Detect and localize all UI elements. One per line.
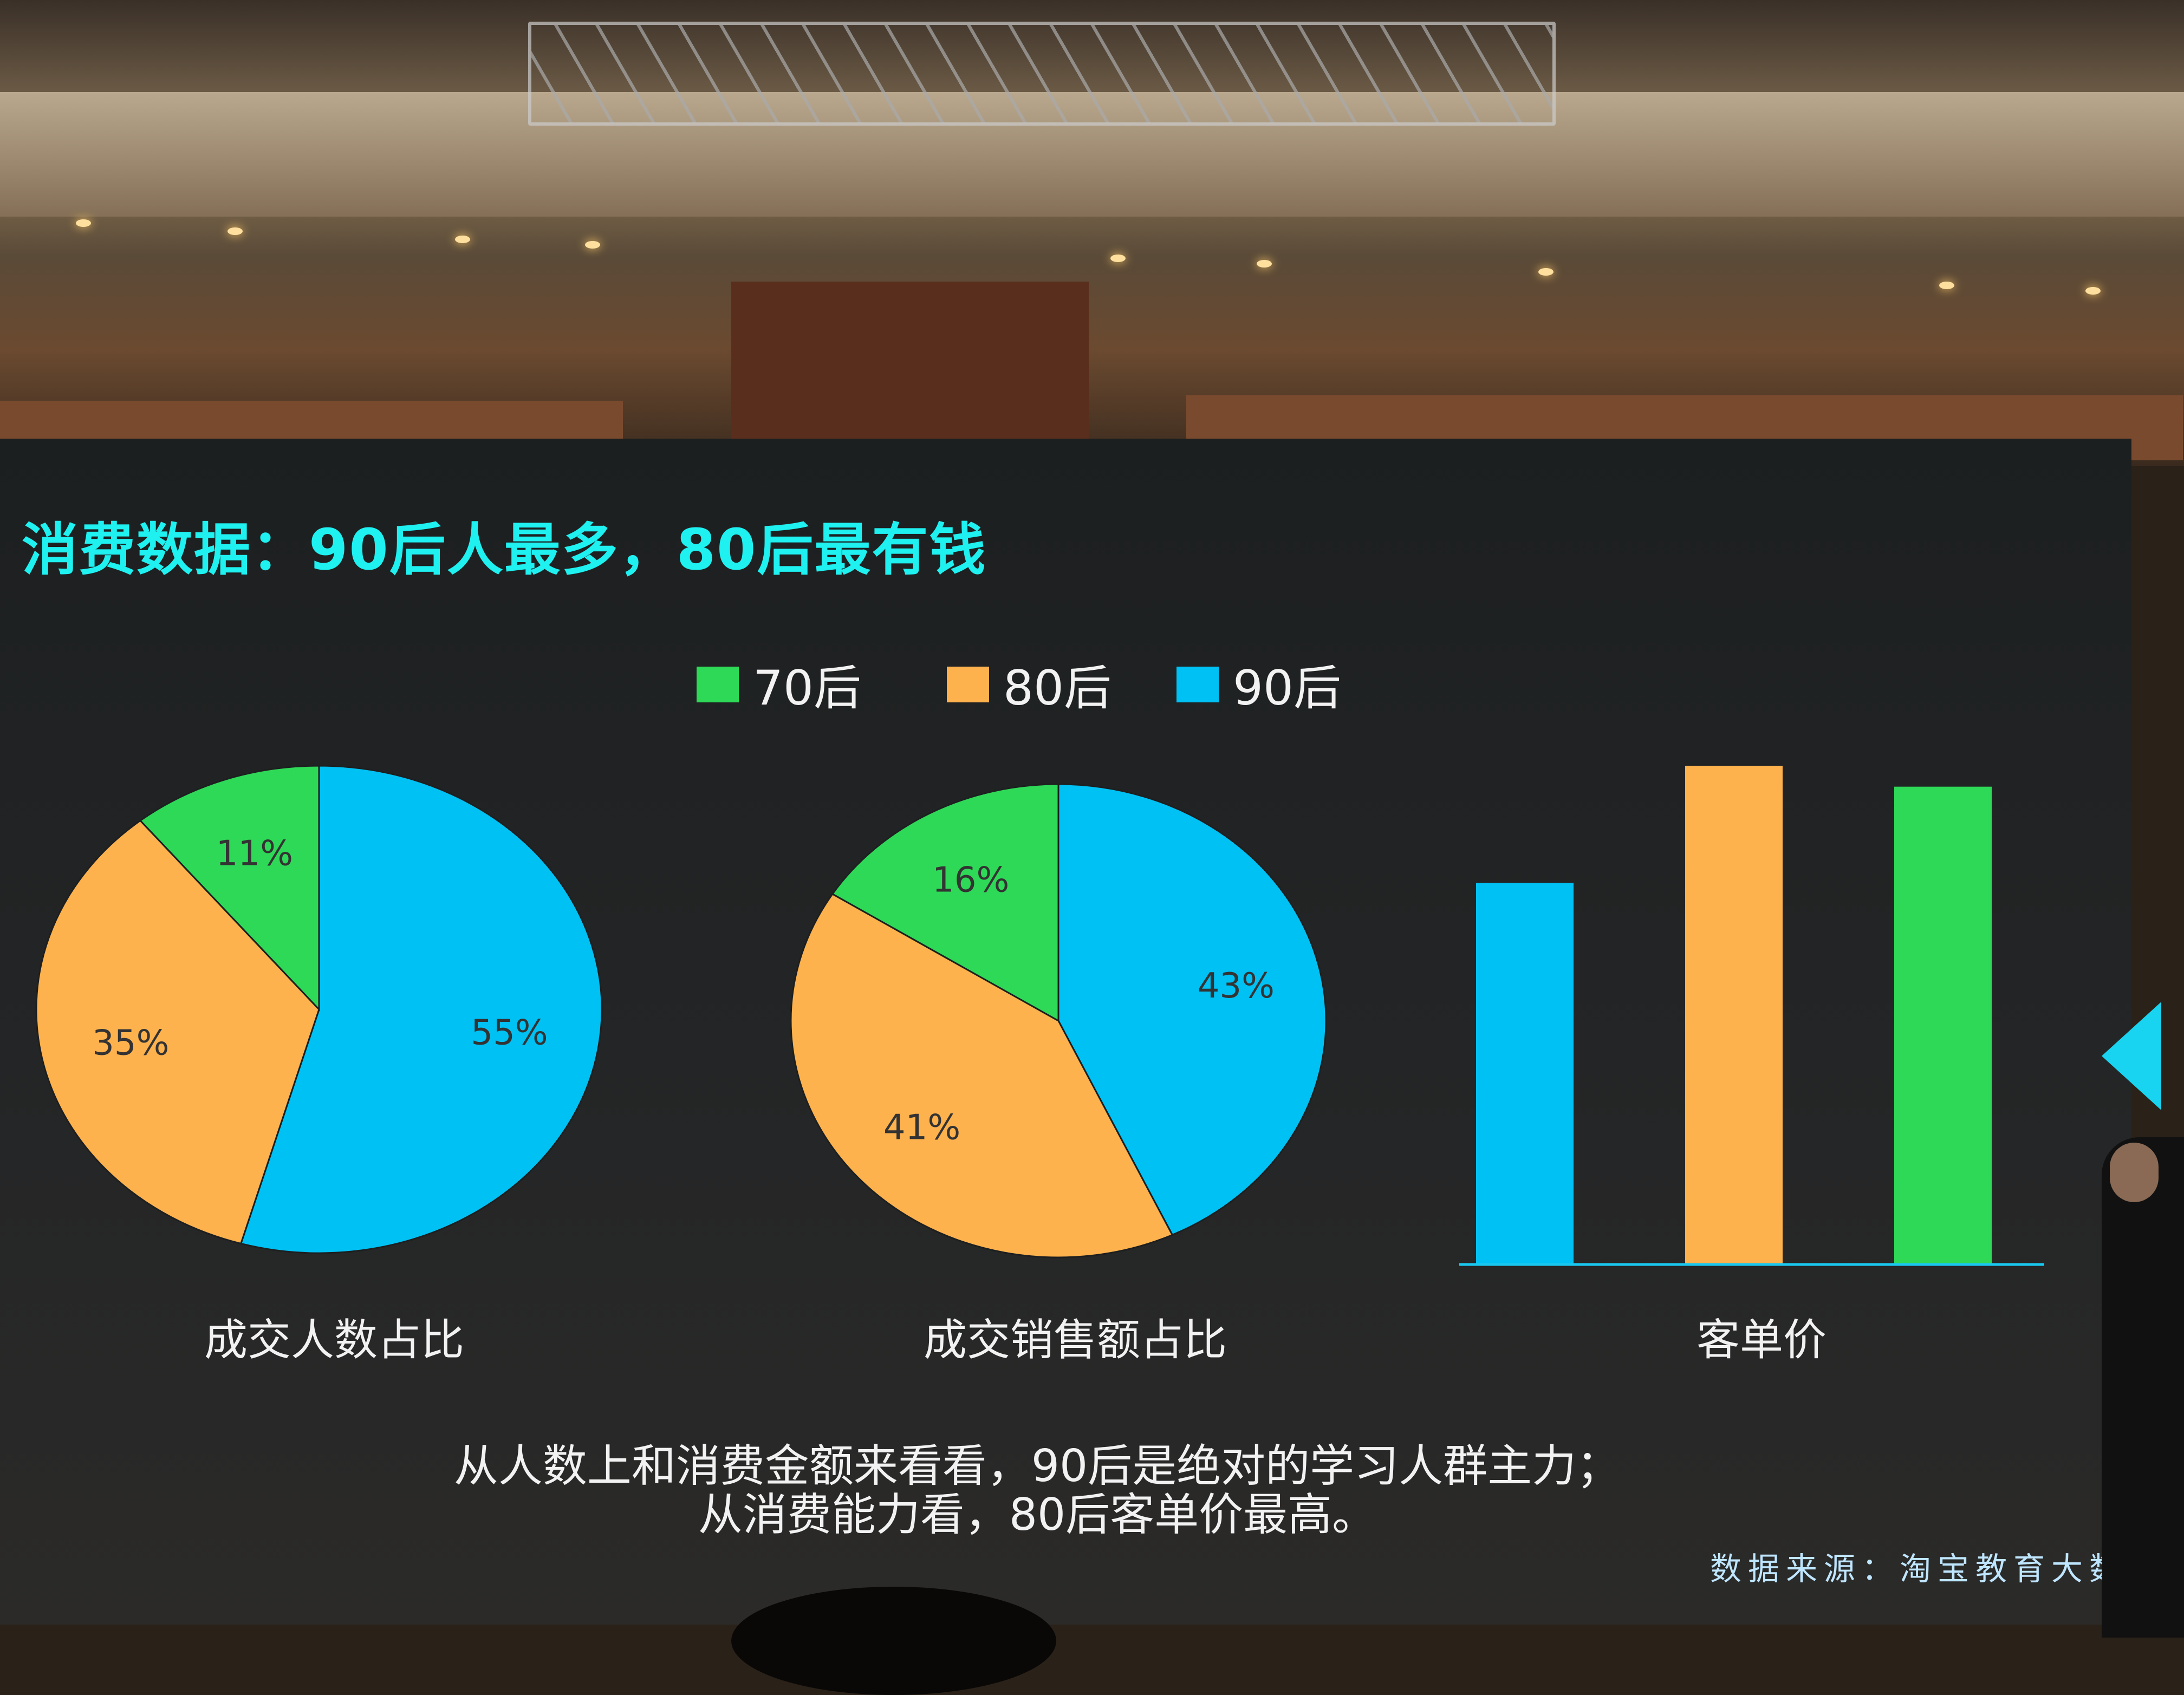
legend-label: 80后 bbox=[1003, 660, 1112, 716]
ceiling-light bbox=[1538, 268, 1554, 276]
data-source: 数据来源：淘宝教育大数 bbox=[1710, 1550, 2128, 1587]
bar-2 bbox=[1894, 786, 1992, 1264]
pie2-slice-2 bbox=[831, 783, 1060, 1022]
ceiling-light bbox=[1939, 282, 1954, 289]
pie2-data-label-0: 43% bbox=[1198, 966, 1275, 1006]
presenter-head bbox=[2110, 1143, 2159, 1202]
pie1-data-label-2: 11% bbox=[216, 834, 293, 874]
pie1-slice-1 bbox=[35, 819, 320, 1245]
pie2-data-label-2: 16% bbox=[932, 860, 1009, 901]
legend-item-80: 80后 bbox=[947, 650, 1112, 719]
pie2-slice-0 bbox=[1057, 783, 1327, 1236]
pie1-data-label-0: 55% bbox=[471, 1013, 548, 1053]
legend-item-70: 70后 bbox=[697, 650, 861, 719]
ceiling-light bbox=[76, 219, 91, 227]
venue-background bbox=[0, 0, 2184, 466]
ceiling-light bbox=[1257, 260, 1272, 268]
legend-label: 90后 bbox=[1233, 660, 1341, 716]
ceiling-light bbox=[585, 241, 600, 249]
slide-title: 消费数据：90后人最多，80后最有钱 bbox=[22, 517, 987, 583]
legend-item-90: 90后 bbox=[1176, 650, 1341, 719]
pie1-title: 成交人数占比 bbox=[204, 1315, 464, 1365]
bar-chart-title: 客单价 bbox=[1696, 1315, 1826, 1365]
presenter bbox=[2102, 1137, 2184, 1638]
ceiling-light bbox=[227, 227, 243, 235]
bar-0 bbox=[1476, 883, 1574, 1264]
pie2-slice-1 bbox=[790, 892, 1174, 1259]
legend-swatch bbox=[697, 666, 739, 702]
legend-label: 70后 bbox=[753, 660, 861, 716]
bar-1 bbox=[1685, 766, 1783, 1264]
audience-head bbox=[731, 1587, 1056, 1695]
lighting-truss bbox=[528, 22, 1556, 126]
charts-canvas: 55% 35% 11% 43% 41% 16% bbox=[35, 765, 2044, 1266]
pie1-data-label-1: 35% bbox=[92, 1023, 169, 1063]
summary-line-2: 从消费能力看，80后客单价最高。 bbox=[698, 1489, 1377, 1541]
venue-door bbox=[731, 282, 1089, 460]
pie2-data-label-1: 41% bbox=[883, 1108, 960, 1148]
legend-swatch bbox=[947, 666, 989, 702]
summary-line-1: 从人数上和消费金额来看看，90后是绝对的学习人群主力； bbox=[453, 1440, 1621, 1492]
pie1-slice-2 bbox=[139, 765, 320, 1012]
page-indicator-arrow bbox=[2102, 1002, 2161, 1110]
pie2-title: 成交销售额占比 bbox=[924, 1315, 1227, 1365]
pie1-slice-0 bbox=[239, 765, 603, 1254]
legend-swatch bbox=[1176, 666, 1219, 702]
ceiling-light bbox=[455, 236, 470, 243]
ceiling-light bbox=[2085, 287, 2101, 295]
ceiling-light bbox=[1110, 255, 1126, 262]
